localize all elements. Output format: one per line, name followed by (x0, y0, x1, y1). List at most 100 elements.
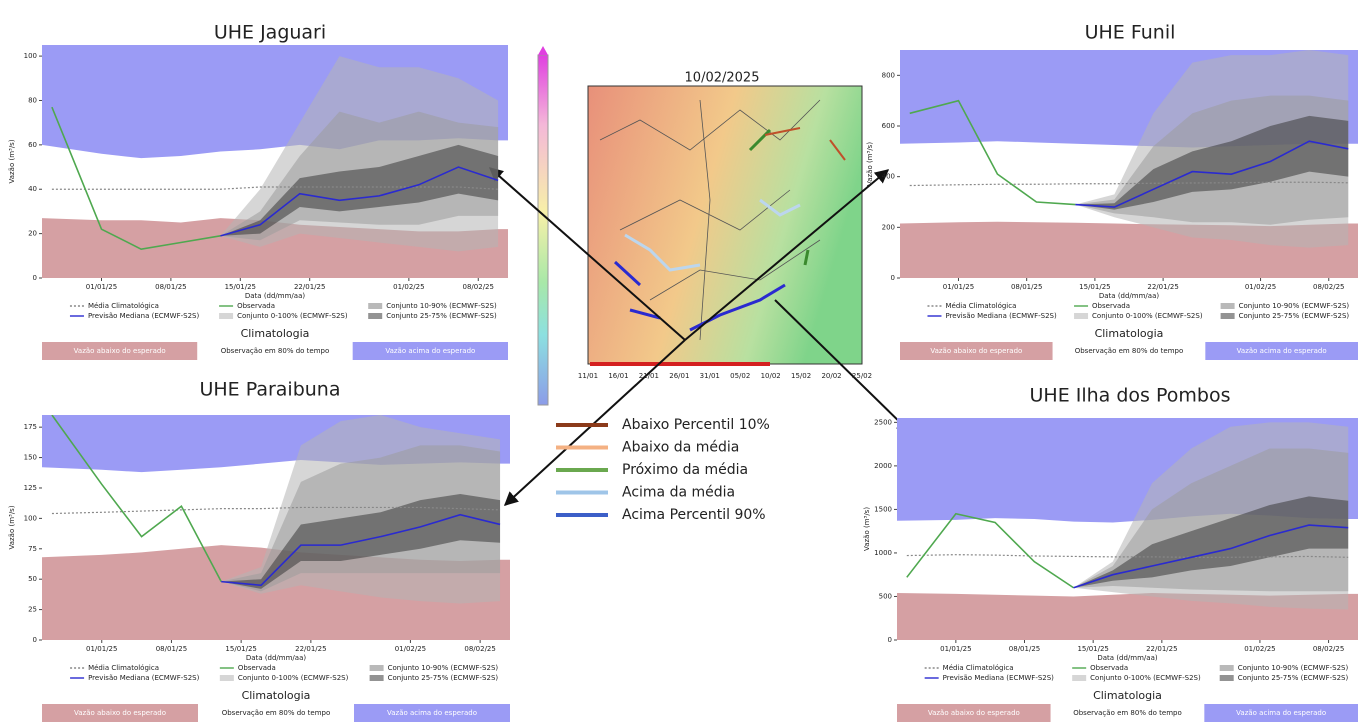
y-tick-label: 800 (882, 71, 895, 79)
climatology-box-label: Vazão acima do esperado (387, 709, 477, 717)
chart-panel: UHE Ilha dos Pombos050010001500200025000… (863, 385, 1358, 723)
legend-label: Conjunto 10-90% (ECMWF-S2S) (1238, 664, 1349, 672)
x-tick-label: 01/02/25 (393, 283, 424, 291)
y-tick-label: 600 (882, 122, 895, 130)
legend-swatch (368, 313, 382, 319)
y-tick-label: 400 (882, 173, 895, 181)
x-tick-label: 15/01/25 (1079, 283, 1110, 291)
legend-label: Média Climatológica (945, 302, 1016, 310)
legend-label: Previsão Mediana (ECMWF-S2S) (88, 674, 200, 682)
y-tick-label: 125 (24, 484, 37, 492)
x-tick-label: 08/02/25 (464, 645, 495, 653)
plot-area (900, 50, 1358, 278)
chart-panel: UHE Jaguari02040608010001/01/2508/01/251… (8, 22, 508, 361)
legend-swatch (1072, 675, 1086, 681)
y-tick-label: 175 (24, 423, 37, 431)
x-tick-label: 08/02/25 (463, 283, 494, 291)
timeline-label: 26/01 (669, 372, 689, 380)
y-tick-label: 0 (888, 636, 892, 644)
legend-label: Conjunto 25-75% (ECMWF-S2S) (388, 674, 499, 682)
y-tick-label: 50 (28, 575, 37, 583)
x-tick-label: 22/01/25 (295, 645, 326, 653)
y-tick-label: 80 (28, 96, 37, 104)
y-axis-label: Vazão (m³/s) (8, 139, 16, 183)
legend-swatch (220, 675, 234, 681)
climatology-box-label: Observação em 80% do tempo (1075, 347, 1184, 355)
legend-label: Média Climatológica (88, 664, 159, 672)
y-tick-label: 60 (28, 141, 37, 149)
colorbar-cap (538, 46, 548, 55)
legend-label: Observada (238, 664, 276, 672)
x-axis-label: Data (dd/mm/aa) (245, 292, 305, 300)
x-tick-label: 01/02/25 (1244, 645, 1275, 653)
legend-label: Conjunto 25-75% (ECMWF-S2S) (1238, 674, 1349, 682)
climatology-box-label: Vazão abaixo do esperado (930, 347, 1022, 355)
plot-area (897, 418, 1358, 640)
legend-label: Previsão Mediana (ECMWF-S2S) (945, 312, 1057, 320)
legend-swatch (370, 675, 384, 681)
chart-title: UHE Jaguari (214, 22, 326, 44)
y-tick-label: 2500 (874, 418, 892, 426)
climatology-box-label: Observação em 80% do tempo (222, 709, 331, 717)
legend-label: Previsão Mediana (ECMWF-S2S) (88, 312, 200, 320)
page: 10/02/2025 UHE Jaguari02040608010001/01/… (0, 0, 1362, 724)
legend-swatch (370, 665, 384, 671)
legend-swatch (1220, 675, 1234, 681)
legend-swatch (1221, 303, 1235, 309)
map-legend-label: Abaixo Percentil 10% (622, 417, 770, 433)
x-tick-label: 08/01/25 (156, 645, 187, 653)
x-tick-label: 08/01/25 (1011, 283, 1042, 291)
y-tick-label: 40 (28, 185, 37, 193)
timeline-label: 05/02 (730, 372, 750, 380)
legend-label: Conjunto 0-100% (ECMWF-S2S) (1090, 674, 1201, 682)
y-tick-label: 100 (24, 52, 37, 60)
legend-swatch (1074, 313, 1088, 319)
map-legend-label: Abaixo da média (622, 440, 739, 456)
legend-label: Previsão Mediana (ECMWF-S2S) (943, 674, 1055, 682)
climatology-title: Climatologia (241, 327, 310, 340)
climatology-box-label: Observação em 80% do tempo (221, 347, 330, 355)
legend-label: Conjunto 0-100% (ECMWF-S2S) (238, 674, 349, 682)
map-title: 10/02/2025 (685, 71, 760, 86)
y-tick-label: 100 (24, 514, 37, 522)
x-tick-label: 15/01/25 (225, 645, 256, 653)
x-axis-label: Data (dd/mm/aa) (1099, 292, 1159, 300)
x-tick-label: 22/01/25 (1146, 645, 1177, 653)
timeline-label: 15/02 (791, 372, 811, 380)
y-tick-label: 150 (24, 454, 37, 462)
y-tick-label: 1000 (874, 549, 892, 557)
legend-label: Observada (1090, 664, 1128, 672)
x-tick-label: 01/01/25 (940, 645, 971, 653)
legend-label: Conjunto 0-100% (ECMWF-S2S) (237, 312, 348, 320)
map-panel: 10/02/2025 (538, 46, 862, 405)
y-tick-label: 500 (879, 592, 892, 600)
y-tick-label: 0 (33, 274, 37, 282)
timeline-label: 21/01 (639, 372, 659, 380)
map-legend-label: Próximo da média (622, 462, 748, 478)
x-tick-label: 08/02/25 (1313, 645, 1344, 653)
timeline-label: 25/02 (852, 372, 872, 380)
x-tick-label: 01/02/25 (1245, 283, 1276, 291)
x-axis-label: Data (dd/mm/aa) (246, 654, 306, 662)
climatology-box-label: Vazão acima do esperado (385, 347, 475, 355)
y-tick-label: 1500 (874, 505, 892, 513)
climatology-box-label: Observação em 80% do tempo (1073, 709, 1182, 717)
timeline-label: 11/01 (578, 372, 598, 380)
legend-label: Conjunto 0-100% (ECMWF-S2S) (1092, 312, 1203, 320)
plot-area (42, 45, 508, 278)
legend-label: Conjunto 10-90% (ECMWF-S2S) (388, 664, 499, 672)
timeline-label: 31/01 (700, 372, 720, 380)
x-tick-label: 01/01/25 (86, 645, 117, 653)
climatology-title: Climatologia (1095, 327, 1164, 340)
chart-panel: UHE Paraibuna025507510012515017501/01/25… (8, 379, 510, 723)
timeline-label: 16/01 (608, 372, 628, 380)
climatology-box-label: Vazão abaixo do esperado (74, 347, 166, 355)
y-axis-label: Vazão (m³/s) (863, 507, 871, 551)
x-tick-label: 15/01/25 (1077, 645, 1108, 653)
y-tick-label: 200 (882, 223, 895, 231)
climatology-box-label: Vazão abaixo do esperado (74, 709, 166, 717)
y-tick-label: 0 (891, 274, 895, 282)
x-tick-label: 08/01/25 (155, 283, 186, 291)
plot-area (42, 415, 510, 640)
chart-title: UHE Ilha dos Pombos (1030, 385, 1231, 407)
